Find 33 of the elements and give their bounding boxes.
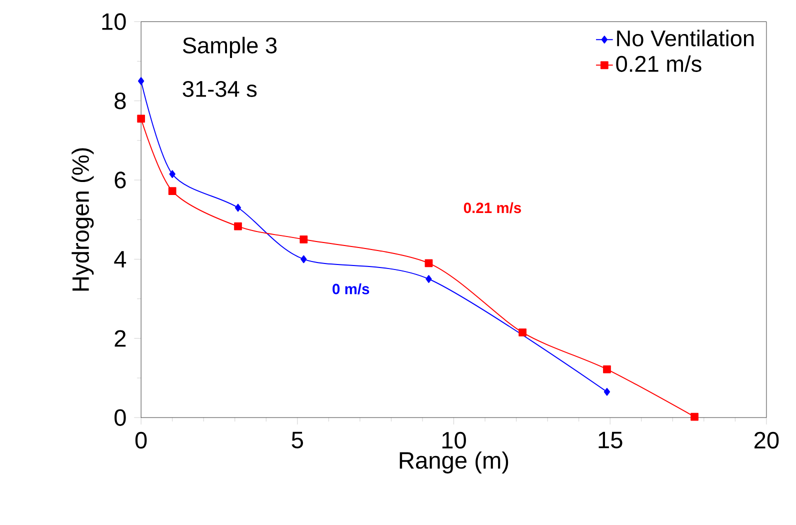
y-tick-label: 10 bbox=[102, 13, 126, 30]
point bbox=[424, 259, 433, 268]
point bbox=[426, 275, 432, 283]
x-tick-label: 5 bbox=[292, 432, 303, 448]
point bbox=[518, 328, 526, 336]
x-tick-label: 15 bbox=[598, 432, 622, 448]
y-tick-label: 0 bbox=[114, 409, 126, 426]
legend-label: 0.21 m/s bbox=[616, 55, 702, 72]
point bbox=[603, 365, 611, 374]
point bbox=[169, 170, 176, 178]
point bbox=[690, 412, 698, 421]
annotation: Sample 3 bbox=[182, 36, 277, 58]
y-tick-label: 2 bbox=[114, 330, 126, 347]
annotation: 0.21 m/s bbox=[464, 202, 522, 214]
y-tick-label: 4 bbox=[114, 251, 126, 268]
x-tick-label: 20 bbox=[754, 432, 779, 449]
x-axis-title: Range (m) bbox=[400, 451, 508, 474]
annotation: 0 m/s bbox=[332, 283, 370, 294]
y-tick-label: 8 bbox=[114, 92, 126, 110]
point bbox=[300, 255, 307, 264]
y-axis-title: Hydrogen (%) bbox=[72, 148, 94, 291]
y-tick-label: 6 bbox=[114, 172, 126, 188]
x-tick-label: 0 bbox=[135, 432, 147, 449]
point bbox=[138, 77, 144, 86]
point bbox=[300, 236, 308, 244]
point bbox=[604, 388, 610, 396]
point bbox=[168, 187, 176, 196]
x-tick-label: 10 bbox=[442, 432, 466, 449]
annotation: 31-34 s bbox=[182, 80, 257, 98]
point bbox=[137, 114, 146, 123]
point bbox=[234, 204, 242, 212]
legend-label: No Ventilation bbox=[617, 30, 754, 46]
point bbox=[234, 222, 242, 230]
